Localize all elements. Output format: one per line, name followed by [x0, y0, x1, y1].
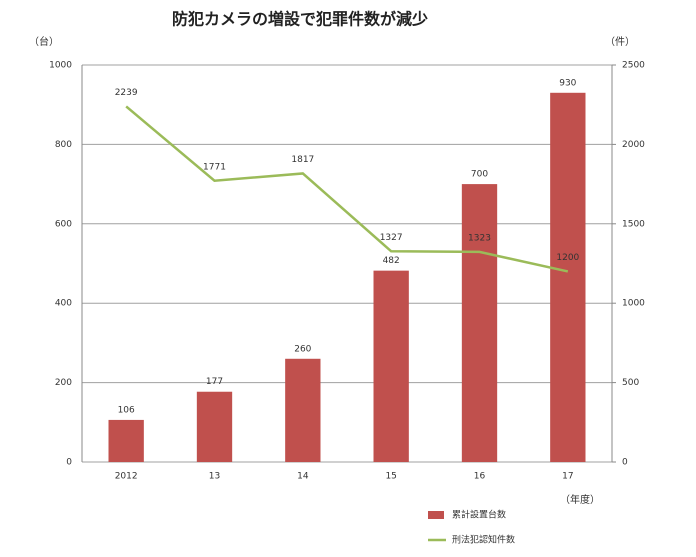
bar [550, 92, 586, 462]
data-label: 700 [471, 170, 488, 180]
x-tick-label: 14 [297, 472, 309, 482]
x-tick-label: 13 [209, 472, 220, 482]
x-tick-label: 17 [562, 472, 573, 482]
x-tick-label: 15 [385, 472, 396, 482]
y-tick-label: 800 [55, 140, 72, 150]
x-tick-label: 16 [474, 472, 486, 482]
y2-unit: （件） [605, 36, 635, 48]
y-tick-label: 200 [55, 378, 72, 388]
data-label: 106 [118, 405, 135, 415]
bar [196, 391, 233, 462]
legend-swatch [428, 511, 444, 519]
chart-title: 防犯カメラの増設で犯罪件数が減少 [172, 10, 428, 29]
data-label: 177 [206, 377, 223, 387]
legend-label: 累計設置台数 [452, 509, 506, 521]
y2-tick-label: 500 [622, 378, 639, 388]
y2-tick-label: 2500 [622, 61, 645, 71]
line [125, 105, 569, 273]
y-tick-label: 0 [66, 458, 72, 468]
y2-tick-label: 1500 [622, 219, 645, 229]
data-label: 1323 [468, 233, 491, 243]
legend-label: 刑法犯認知件数 [452, 534, 515, 546]
y-tick-label: 1000 [49, 61, 72, 71]
y2-tick-label: 2000 [622, 140, 645, 150]
bar [285, 358, 321, 462]
data-label: 260 [294, 344, 311, 354]
data-label: 930 [559, 78, 576, 88]
y-tick-label: 400 [55, 299, 72, 309]
data-label: 1327 [380, 233, 403, 243]
y2-tick-label: 1000 [622, 299, 645, 309]
bar [461, 184, 498, 462]
y-tick-label: 600 [55, 219, 72, 229]
data-label: 1200 [556, 253, 579, 263]
x-tick-label: 2012 [115, 472, 138, 482]
bar [373, 270, 409, 462]
bar [108, 419, 144, 462]
x-unit: （年度） [560, 493, 600, 506]
data-label: 1817 [291, 155, 314, 165]
data-label: 2239 [115, 88, 138, 98]
y-unit: （台） [29, 35, 59, 48]
data-label: 1771 [203, 162, 226, 172]
y2-tick-label: 0 [622, 458, 628, 468]
data-label: 482 [383, 256, 400, 266]
